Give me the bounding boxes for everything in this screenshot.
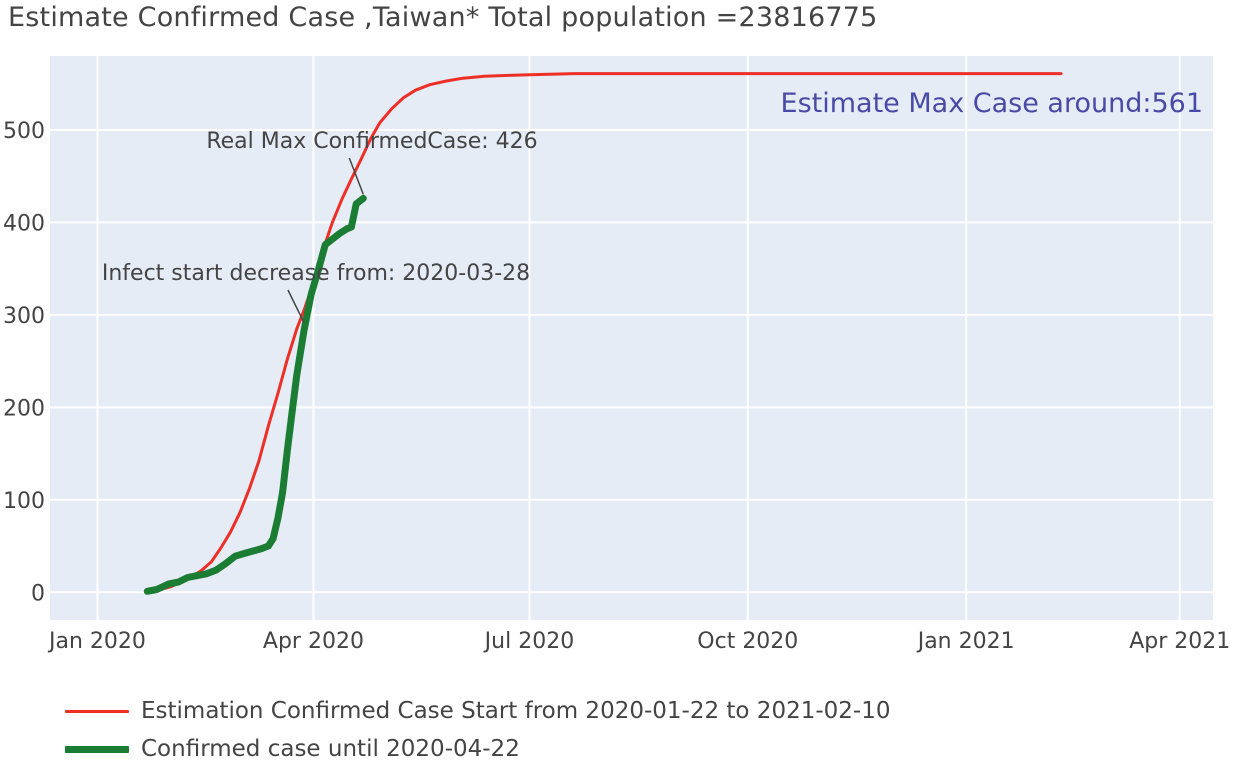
y-tick-label-5: 500 [3, 119, 45, 144]
legend-item-confirmed[interactable]: Confirmed case until 2020-04-22 [65, 730, 890, 768]
x-tick-label-1: Apr 2020 [263, 629, 364, 654]
y-tick-label-1: 100 [3, 489, 45, 514]
x-tick-label-0: Jan 2020 [47, 629, 146, 654]
legend-swatch-estimation [65, 709, 129, 713]
annotation-arrow-real-max [348, 157, 364, 195]
series-line-confirmed [143, 194, 367, 595]
annotation-estimate-max: Estimate Max Case around:561 [781, 88, 1203, 119]
series-layer [143, 72, 1063, 595]
x-tick-label-3: Oct 2020 [697, 629, 798, 654]
legend-swatch-confirmed [65, 745, 129, 753]
x-tick-labels: Jan 2020 Apr 2020 Jul 2020 Oct 2020 Jan 2021… [47, 629, 1230, 654]
y-tick-labels: 0 100 200 300 400 500 [3, 119, 45, 606]
x-tick-label-2: Jul 2020 [483, 629, 575, 654]
y-tick-label-4: 400 [3, 211, 45, 236]
legend-label-estimation: Estimation Confirmed Case Start from 202… [141, 698, 891, 724]
annotation-arrow-infect-decrease [287, 289, 305, 323]
x-tick-label-5: Apr 2021 [1129, 629, 1230, 654]
y-tick-label-0: 0 [31, 581, 45, 606]
legend-item-estimation[interactable]: Estimation Confirmed Case Start from 202… [65, 692, 890, 730]
chart-title: Estimate Confirmed Case ,Taiwan* Total p… [8, 2, 878, 33]
series-line-estimation [145, 72, 1063, 594]
legend: Estimation Confirmed Case Start from 202… [65, 692, 890, 768]
x-tick-label-4: Jan 2021 [916, 629, 1015, 654]
x-gridlines [96, 56, 1181, 620]
annotation-layer: Real Max ConfirmedCase: 426 Infect start … [102, 88, 1203, 323]
annotation-infect-decrease: Infect start decrease from: 2020-03-28 [102, 261, 530, 286]
plot-background [50, 56, 1213, 620]
annotation-real-max: Real Max ConfirmedCase: 426 [206, 129, 537, 154]
y-tick-label-3: 300 [3, 304, 45, 329]
y-tick-label-2: 200 [3, 396, 45, 421]
legend-label-confirmed: Confirmed case until 2020-04-22 [141, 736, 520, 762]
